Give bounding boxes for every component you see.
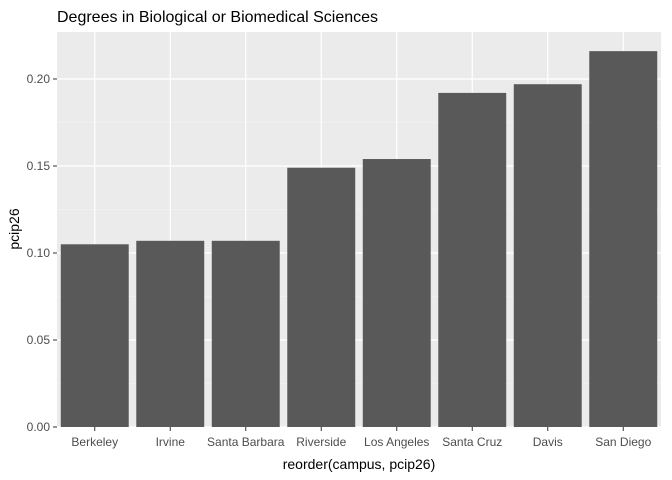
axis-layer: 0.00 0.05 0.10 0.15 0.20 Berkeley Irvine Santa … xyxy=(27,72,652,449)
x-tick-label-davis: Davis xyxy=(533,435,563,449)
y-tick-label-3: 0.15 xyxy=(27,159,51,173)
y-tick-label-2: 0.10 xyxy=(27,246,51,260)
bar-san-diego xyxy=(589,51,658,428)
bar-berkeley xyxy=(60,244,129,427)
y-tick-label-1: 0.05 xyxy=(27,333,51,347)
bar-santa-cruz xyxy=(438,92,507,428)
x-axis-title: reorder(campus, pcip26) xyxy=(283,456,436,472)
x-tick-label-los-angeles: Los Angeles xyxy=(364,435,429,449)
x-tick-label-irvine: Irvine xyxy=(156,435,186,449)
y-axis-title: pcip26 xyxy=(6,208,22,249)
x-tick-label-berkeley: Berkeley xyxy=(71,435,118,449)
y-tick-label-0: 0.00 xyxy=(27,420,51,434)
bar-los-angeles xyxy=(362,159,431,427)
x-tick-label-san-diego: San Diego xyxy=(595,435,651,449)
x-tick-label-santa-barbara: Santa Barbara xyxy=(207,435,285,449)
chart-title: Degrees in Biological or Biomedical Scie… xyxy=(57,9,378,26)
bar-santa-barbara xyxy=(211,240,280,427)
bar-irvine xyxy=(136,240,205,427)
bar-riverside xyxy=(287,167,356,427)
x-tick-label-riverside: Riverside xyxy=(296,435,346,449)
bar-layer xyxy=(60,51,658,428)
x-tick-label-santa-cruz: Santa Cruz xyxy=(442,435,502,449)
bar-davis xyxy=(513,84,582,428)
y-tick-label-4: 0.20 xyxy=(27,72,51,86)
